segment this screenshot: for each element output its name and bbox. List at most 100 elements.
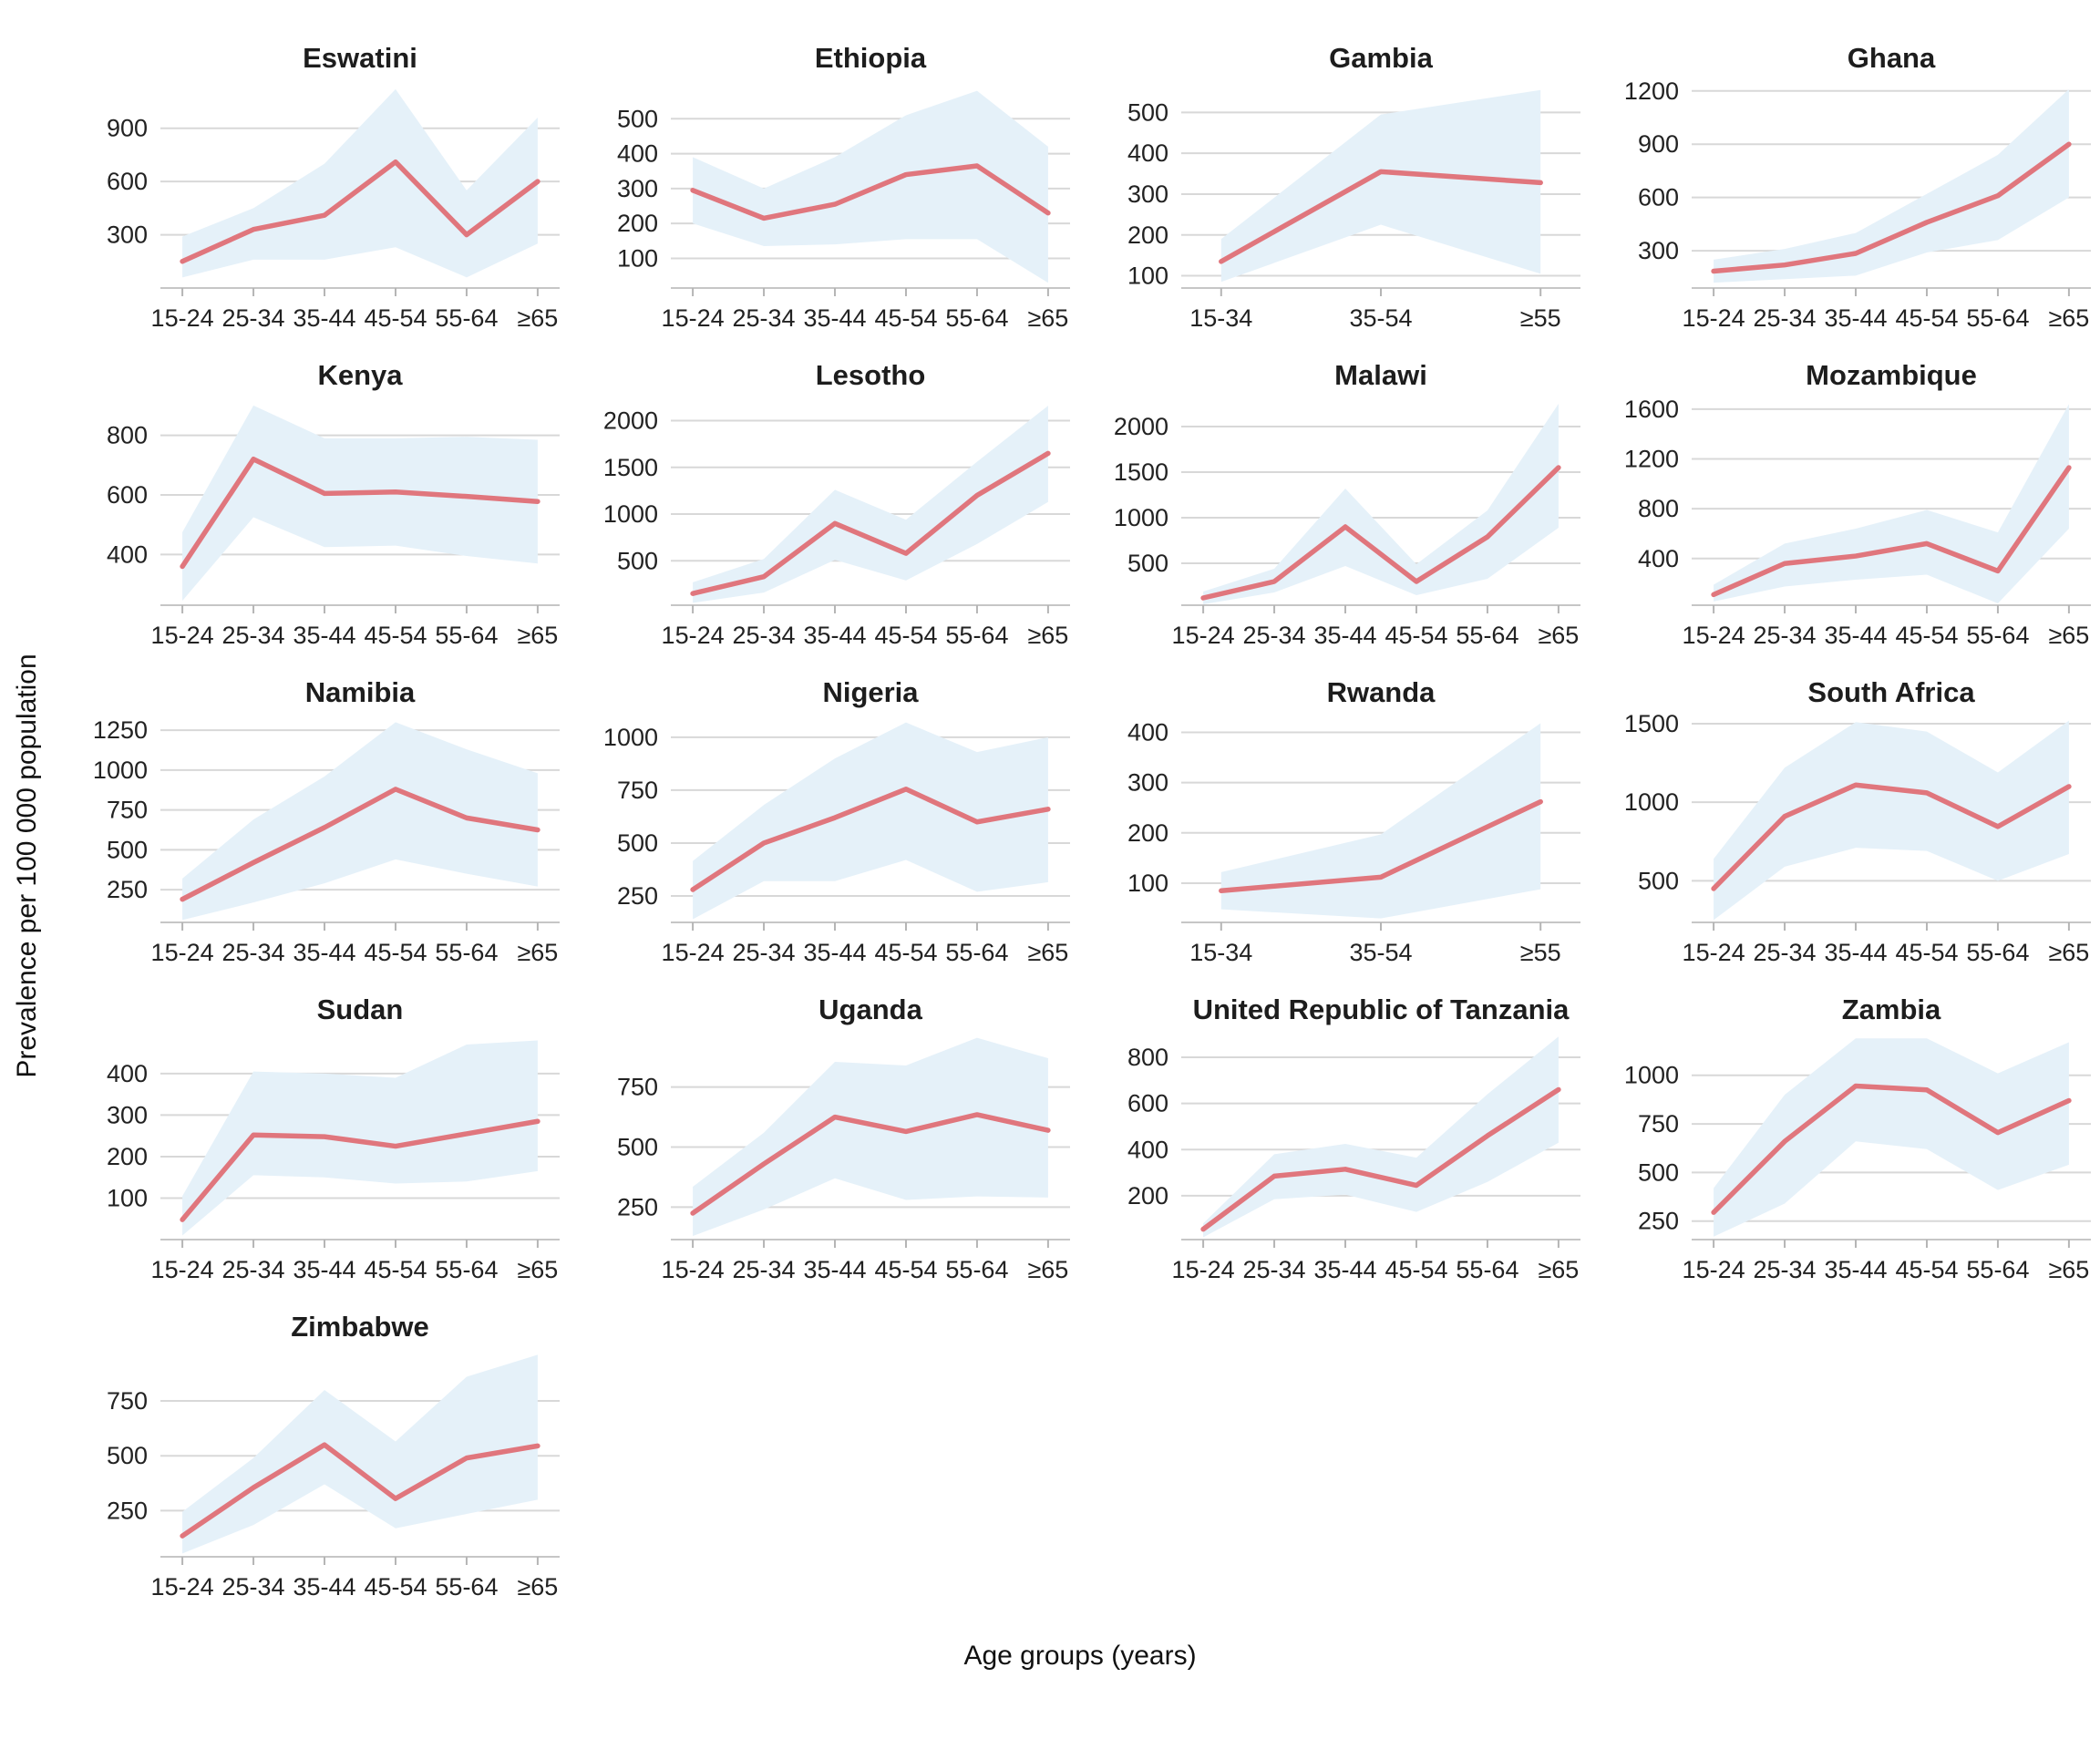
y-tick-label: 500 [617,829,658,857]
x-tick-label: 35-44 [293,304,355,332]
x-tick-label: ≥55 [1520,304,1561,332]
x-tick-label: 25-34 [1754,304,1817,332]
x-tick-label: 25-34 [733,939,796,966]
x-tick-label: 15-24 [662,622,725,649]
panel-title: Gambia [1329,41,1433,74]
x-tick-label: 35-54 [1349,939,1412,966]
x-tick-label: 45-54 [1895,1256,1958,1283]
confidence-band [693,722,1048,920]
x-tick-label: 35-44 [293,1573,355,1601]
x-tick-label: 15-24 [1683,304,1745,332]
x-tick-label: 55-64 [435,304,498,332]
y-tick-label: 2000 [603,407,658,435]
y-tick-label: 500 [617,1134,658,1161]
panel-title: Malawi [1334,358,1427,391]
x-tick-label: 55-64 [1966,622,2029,649]
panel-chart: 400 800 1200 1600 15-24 25-34 35-44 45-54 55-64 ≥… [1624,396,2091,649]
y-tick-label: 1200 [1624,77,1679,105]
y-tick-label: 250 [617,882,658,910]
x-tick-label: ≥65 [2048,304,2089,332]
panel-title: Kenya [317,358,403,391]
x-tick-label: 55-64 [945,304,1008,332]
y-tick-label: 250 [617,1193,658,1220]
country-panel: Zimbabwe 250 500 750 15-24 25-34 35-44 45-54 55… [58,1294,569,1611]
y-tick-label: 100 [1127,870,1168,897]
prevalence-line [180,159,540,264]
y-tick-label: 200 [617,210,658,237]
x-tick-label: 45-54 [364,622,427,649]
panel-chart: 100 200 300 400 500 15-24 25-34 35-44 45-54 55-64… [617,90,1070,332]
y-tick-label: 800 [107,422,148,449]
panel-title: Ethiopia [814,41,927,74]
y-tick-label: 300 [1127,769,1168,797]
prevalence-line [1219,169,1543,264]
x-tick-label: 15-24 [1683,1256,1745,1283]
panel-title: South Africa [1807,675,1975,708]
y-tick-label: 500 [1127,550,1168,577]
panel-chart: 250 500 750 15-24 25-34 35-44 45-54 55-64 ≥65 [617,1037,1070,1283]
y-tick-label: 1000 [1624,1062,1679,1089]
x-tick-label: ≥65 [517,304,558,332]
country-panel: Eswatini 300 600 900 15-24 25-34 35-44 45-54 55… [58,26,569,343]
y-tick-label: 750 [617,777,658,804]
y-tick-label: 1000 [1624,788,1679,816]
x-tick-label: 15-24 [1683,622,1745,649]
x-tick-label: 15-24 [151,939,214,966]
x-tick-label: 45-54 [1895,939,1958,966]
x-tick-label: 45-54 [1895,304,1958,332]
prevalence-line [690,450,1051,596]
x-tick-label: ≥65 [517,1573,558,1601]
y-tick-label: 600 [1638,184,1679,211]
panel-chart: 300 600 900 1200 15-24 25-34 35-44 45-54 55-64 ≥6… [1624,77,2091,332]
y-tick-label: 400 [107,540,148,568]
panel-chart: 250 500 750 1000 1250 15-24 25-34 35-44 45-54 55-… [93,716,560,966]
y-tick-label: 300 [617,175,658,202]
prevalence-line [1711,782,2072,891]
x-tick-label: 35-44 [293,1256,355,1283]
confidence-band [1203,404,1559,604]
y-tick-label: 750 [107,797,148,824]
x-tick-label: 55-64 [435,1573,498,1601]
y-tick-label: 1000 [1114,504,1168,531]
x-tick-label: 15-24 [662,1256,725,1283]
panel-chart: 500 1000 1500 2000 15-24 25-34 35-44 45-54 55-64… [1114,404,1580,649]
confidence-band [1714,404,2069,603]
x-tick-label: 45-54 [364,1573,427,1601]
x-tick-label: 35-44 [803,304,866,332]
confidence-band [1220,89,1541,283]
x-tick-label: 35-44 [803,939,866,966]
x-tick-label: 55-64 [435,1256,498,1283]
x-tick-label: ≥65 [1027,939,1068,966]
prevalence-line [180,1442,540,1539]
panel-chart: 250 500 750 1000 15-24 25-34 35-44 45-54 55-64 ≥6… [603,722,1070,966]
y-tick-label: 400 [1127,1136,1168,1163]
y-tick-label: 1500 [1624,711,1679,737]
panel-chart: 300 600 900 15-24 25-34 35-44 45-54 55-64 ≥65 [107,88,560,332]
x-tick-label: 35-44 [293,622,355,649]
confidence-band [1714,1038,2069,1237]
x-tick-label: 45-54 [364,939,427,966]
x-tick-label: 35-44 [1824,622,1887,649]
prevalence-line [1711,1083,2072,1215]
panel-title: Mozambique [1806,358,1977,391]
x-tick-label: 35-44 [803,1256,866,1283]
confidence-band [1714,88,2069,283]
y-tick-label: 600 [107,481,148,509]
country-panel: Ethiopia 100 200 300 400 500 15-24 25-34 35-44 4… [569,26,1079,343]
panel-title: Namibia [304,675,416,708]
prevalence-line [180,457,540,570]
y-tick-label: 200 [1127,819,1168,847]
x-tick-label: 45-54 [874,622,937,649]
x-tick-label: 15-24 [1683,939,1745,966]
panel-title: Rwanda [1326,675,1436,708]
x-tick-label: 25-34 [222,939,285,966]
x-tick-label: 55-64 [1456,1256,1518,1283]
x-tick-label: ≥65 [1027,622,1068,649]
x-tick-label: 25-34 [1754,1256,1817,1283]
y-tick-label: 750 [107,1387,148,1415]
x-tick-label: 25-34 [222,304,285,332]
panel-chart: 100 200 300 400 500 15-34 35-54 ≥55 [1127,89,1580,332]
panel-chart: 500 1000 1500 2000 15-24 25-34 35-44 45-54 55-64… [603,406,1070,649]
y-tick-label: 300 [107,221,148,249]
